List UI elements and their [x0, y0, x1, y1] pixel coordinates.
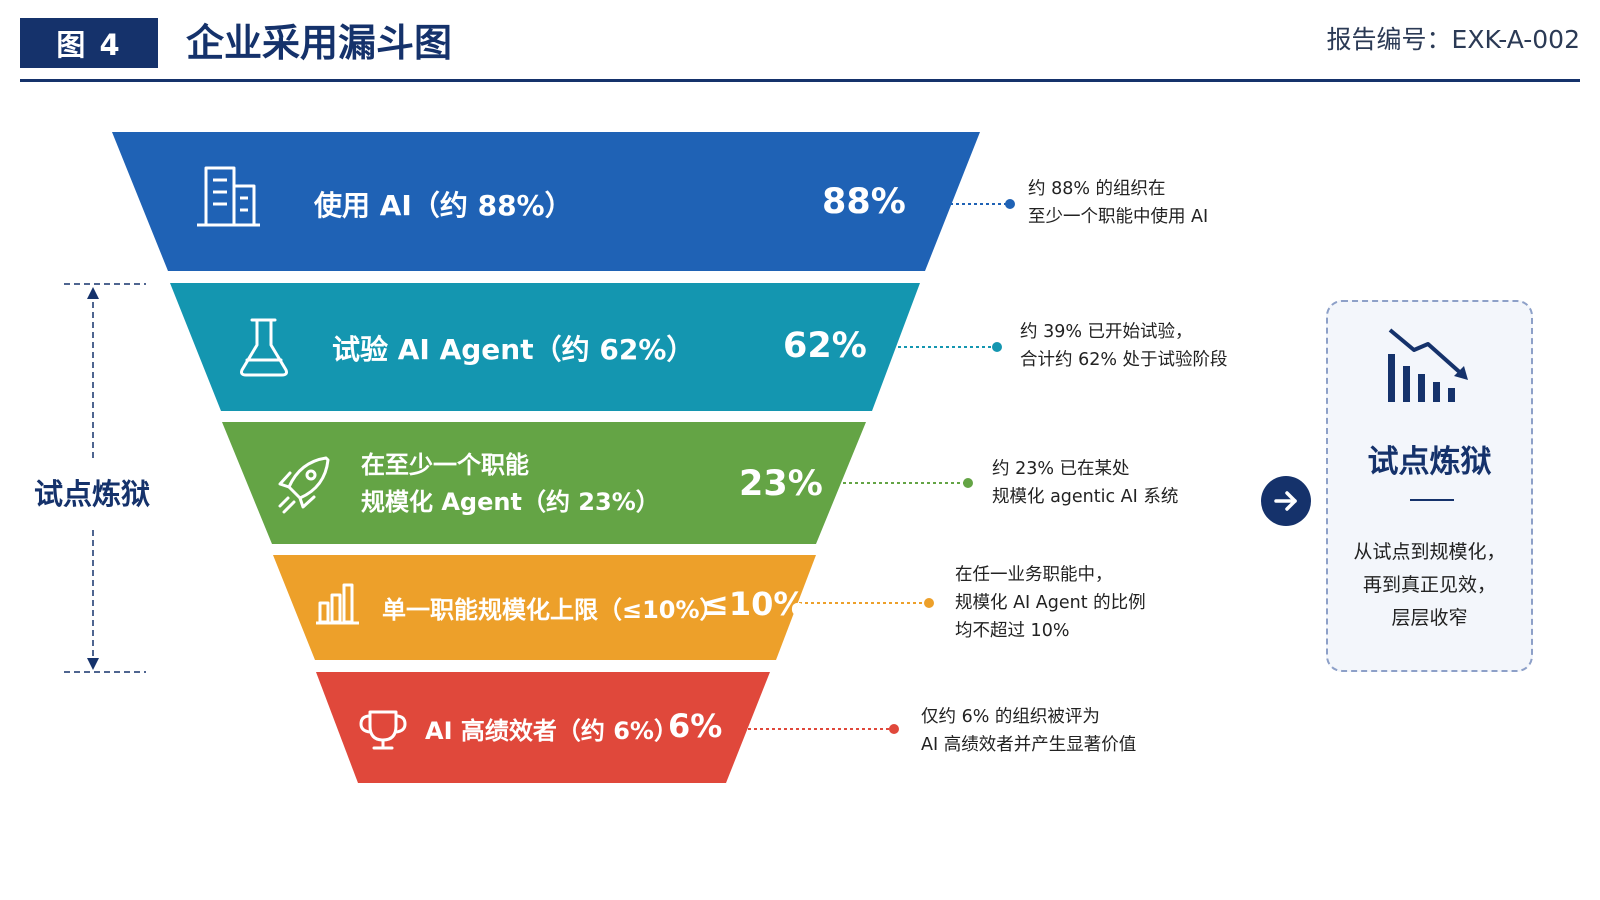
report-number: 报告编号：EXK-A-002: [1326, 25, 1580, 54]
header-divider: [20, 79, 1580, 82]
figure-number-badge: 图 4: [20, 18, 158, 68]
stage-5-value: 6%: [668, 707, 723, 745]
stage-3-note-line-1: 约 23% 已在某处: [992, 459, 1130, 479]
stage-3-note-line-2: 规模化 agentic AI 系统: [992, 487, 1179, 507]
stage-1-value: 88%: [822, 182, 906, 222]
stage-1-label: 使用 AI（约 88%）: [314, 189, 573, 222]
flask-icon: [240, 318, 288, 377]
leader-dot-4: [924, 598, 934, 608]
funnel-stage-2: [170, 283, 920, 411]
stage-4-note-line-1: 在任一业务职能中，: [955, 565, 1113, 585]
bar-chart-icon: [316, 583, 359, 625]
stage-1-note-line-1: 约 88% 的组织在: [1028, 179, 1166, 199]
stage-4-note-line-3: 均不超过 10%: [955, 621, 1070, 641]
stage-2-note-line-1: 约 39% 已开始试验，: [1020, 322, 1193, 342]
stage-4-value: ≤10%: [702, 585, 806, 623]
leader-dot-2: [992, 342, 1002, 352]
funnel-stage-4: [273, 555, 816, 660]
card-title: 试点炼狱: [1367, 444, 1492, 480]
stage-5-label: AI 高绩效者（约 6%）: [425, 717, 678, 745]
stage-3-note: 约 23% 已在某处 规模化 agentic AI 系统: [992, 455, 1178, 511]
stage-3-value: 23%: [739, 464, 823, 504]
card-body: 从试点到规模化， 再到真正见效， 层层收窄: [1328, 536, 1531, 635]
stage-2-value: 62%: [783, 326, 867, 366]
pilot-purgatory-card: 试点炼狱 从试点到规模化， 再到真正见效， 层层收窄: [1326, 300, 1533, 672]
declining-bar-chart-icon: [1388, 328, 1468, 402]
trophy-icon: [359, 710, 407, 750]
arrow-right-icon: [1261, 476, 1311, 526]
leader-dot-1: [1005, 199, 1015, 209]
rocket-icon: [278, 456, 330, 514]
page-title: 企业采用漏斗图: [186, 21, 453, 65]
card-body-line-1: 从试点到规模化，: [1353, 541, 1506, 563]
stage-5-note: 仅约 6% 的组织被评为 AI 高绩效者并产生显著价值: [921, 703, 1136, 759]
card-divider: [1410, 499, 1454, 501]
funnel-stage-3: [222, 422, 866, 544]
stage-2-note-line-2: 合计约 62% 处于试验阶段: [1020, 350, 1228, 370]
funnel-stage-5: [316, 672, 770, 783]
stage-1-note-line-2: 至少一个职能中使用 AI: [1028, 207, 1209, 227]
stage-2-label: 试验 AI Agent（约 62%）: [332, 333, 695, 366]
stage-4-note-line-2: 规模化 AI Agent 的比例: [955, 593, 1146, 613]
leader-dot-3: [963, 478, 973, 488]
card-body-line-3: 层层收窄: [1391, 607, 1468, 629]
stage-5-note-line-2: AI 高绩效者并产生显著价值: [921, 735, 1137, 755]
stage-4-note: 在任一业务职能中， 规模化 AI Agent 的比例 均不超过 10%: [955, 561, 1146, 645]
funnel-stage-1: [112, 132, 980, 271]
stage-3-label-line-2: 规模化 Agent（约 23%）: [361, 488, 660, 516]
stage-4-label: 单一职能规模化上限（≤10%）: [382, 596, 724, 624]
stage-3-label-line-1: 在至少一个职能: [361, 451, 529, 479]
card-body-line-2: 再到真正见效，: [1362, 574, 1496, 596]
leader-dot-5: [889, 724, 899, 734]
pilot-bracket-label: 试点炼狱: [22, 474, 162, 514]
building-icon: [197, 166, 260, 227]
pilot-bracket: [64, 283, 146, 673]
stage-5-note-line-1: 仅约 6% 的组织被评为: [921, 707, 1100, 727]
stage-2-note: 约 39% 已开始试验， 合计约 62% 处于试验阶段: [1020, 318, 1228, 374]
stage-3-label: 在至少一个职能 规模化 Agent（约 23%）: [361, 447, 660, 521]
stage-1-note: 约 88% 的组织在 至少一个职能中使用 AI: [1028, 175, 1208, 231]
